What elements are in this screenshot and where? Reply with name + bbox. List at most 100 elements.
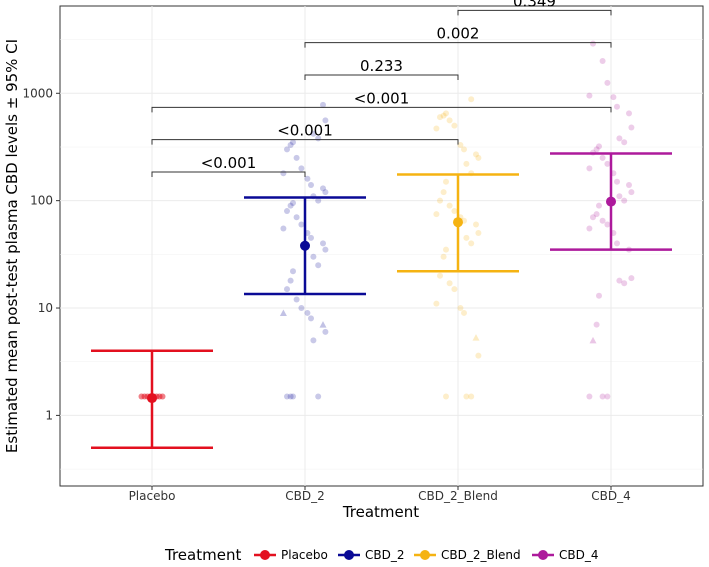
raw-point-CBD_2 — [287, 393, 294, 400]
raw-point-CBD_2_Blend — [475, 352, 482, 359]
raw-point-CBD_2 — [322, 246, 329, 253]
raw-point-CBD_2 — [322, 117, 329, 124]
x-tick-label: Placebo — [129, 489, 176, 503]
p-value-CBD_2-CBD_4: 0.002 — [437, 25, 480, 43]
panel-border — [59, 5, 704, 487]
legend-title: Treatment — [164, 546, 241, 564]
raw-point-CBD_2_Blend — [443, 178, 449, 185]
legend-label-CBD_2: CBD_2 — [365, 548, 405, 562]
raw-point-CBD_4 — [593, 211, 600, 218]
error-bars — [91, 152, 672, 449]
raw-point-CBD_2_Blend — [468, 393, 475, 400]
x-axis-title: Treatment — [342, 503, 419, 521]
raw-point-CBD_2 — [279, 309, 287, 316]
raw-point-Placebo — [138, 393, 145, 400]
legend: Treatment Placebo CBD_2 CBD_2_Blend CBD_4 — [164, 546, 599, 564]
bracket-CBD_2_Blend-CBD_4 — [457, 9, 612, 16]
raw-point-Placebo — [159, 393, 166, 400]
raw-point-CBD_2_Blend — [437, 114, 443, 121]
raw-point-CBD_2_Blend — [437, 197, 443, 204]
legend-key-point-CBD_2_Blend — [420, 550, 430, 560]
raw-point-CBD_4 — [621, 197, 628, 204]
raw-point-CBD_2 — [320, 240, 326, 247]
raw-point-CBD_4 — [599, 217, 606, 224]
raw-point-CBD_2_Blend — [433, 300, 440, 307]
raw-point-CBD_2 — [315, 262, 322, 269]
raw-point-CBD_4 — [614, 178, 620, 185]
y-tick-label: 1000 — [22, 86, 53, 100]
bracket-Placebo-CBD_4 — [151, 106, 612, 113]
legend-label-CBD_2_Blend: CBD_2_Blend — [441, 548, 521, 562]
bracket-CBD_2-CBD_4 — [304, 42, 612, 48]
raw-point-CBD_2_Blend — [473, 151, 479, 158]
raw-point-CBD_2 — [319, 321, 327, 328]
raw-point-CBD_2 — [284, 146, 290, 153]
raw-point-Placebo — [159, 393, 166, 400]
mean-point-Placebo — [147, 393, 157, 404]
raw-point-CBD_2_Blend — [440, 189, 447, 196]
raw-point-CBD_2 — [293, 296, 300, 303]
raw-point-CBD_2_Blend — [446, 117, 453, 124]
raw-point-CBD_4 — [593, 146, 600, 153]
raw-point-CBD_4 — [604, 79, 611, 86]
raw-point-CBD_2_Blend — [463, 393, 470, 400]
raw-point-CBD_2 — [280, 225, 287, 232]
raw-point-CBD_4 — [616, 277, 623, 284]
raw-point-Placebo — [141, 393, 148, 400]
y-axis-title: Estimated mean post-test plasma CBD leve… — [3, 39, 21, 453]
raw-point-CBD_2_Blend — [451, 286, 458, 293]
raw-point-CBD_4 — [590, 40, 596, 47]
raw-point-CBD_4 — [616, 135, 623, 142]
raw-point-CBD_2_Blend — [472, 334, 480, 341]
raw-point-CBD_4 — [586, 225, 593, 232]
raw-point-CBD_2 — [293, 154, 300, 161]
raw-point-CBD_2_Blend — [433, 211, 440, 218]
raw-point-CBD_2_Blend — [475, 154, 482, 161]
x-tick-label: CBD_4 — [591, 489, 631, 503]
raw-point-CBD_2 — [290, 200, 296, 207]
p-value-Placebo-CBD_4: <0.001 — [354, 89, 410, 107]
raw-point-CBD_4 — [589, 336, 597, 344]
mean-point-CBD_4 — [606, 196, 616, 207]
bracket-Placebo-CBD_2 — [151, 171, 306, 177]
raw-point-CBD_2 — [320, 101, 326, 108]
raw-point-CBD_2 — [310, 253, 317, 260]
raw-point-CBD_2 — [284, 393, 290, 400]
y-tick-label: 10 — [38, 301, 53, 315]
raw-point-CBD_2 — [310, 337, 317, 344]
raw-point-CBD_2 — [290, 393, 296, 400]
raw-point-CBD_2 — [298, 165, 305, 172]
raw-point-CBD_4 — [586, 92, 593, 99]
y-axis: 1 10 100 1000 — [22, 86, 60, 422]
raw-point-CBD_2_Blend — [473, 221, 479, 228]
raw-point-CBD_4 — [596, 143, 602, 150]
raw-point-Placebo — [138, 393, 145, 400]
raw-point-CBD_4 — [586, 165, 593, 172]
raw-point-CBD_4 — [621, 139, 628, 146]
mean-point-CBD_2 — [300, 240, 310, 251]
raw-point-CBD_2_Blend — [446, 202, 453, 209]
p-value-Placebo-CBD_2: <0.001 — [201, 154, 257, 172]
raw-point-CBD_4 — [610, 94, 617, 101]
raw-point-CBD_4 — [628, 124, 635, 131]
raw-point-CBD_4 — [604, 160, 611, 167]
raw-point-CBD_2 — [315, 197, 322, 204]
raw-point-CBD_2 — [284, 208, 290, 215]
raw-point-CBD_4 — [614, 103, 620, 110]
raw-point-CBD_2_Blend — [443, 393, 449, 400]
raw-point-CBD_2 — [308, 315, 314, 322]
raw-point-CBD_2_Blend — [461, 146, 467, 153]
raw-point-CBD_2 — [287, 202, 294, 209]
p-value-CBD_2-CBD_2_Blend: 0.233 — [360, 57, 403, 75]
legend-key-point-Placebo — [260, 550, 270, 560]
raw-point-CBD_2 — [298, 305, 305, 312]
raw-point-CBD_4 — [599, 57, 606, 64]
raw-point-Placebo — [156, 393, 163, 400]
raw-point-CBD_2_Blend — [451, 122, 458, 129]
bracket-Placebo-CBD_2_Blend — [151, 139, 459, 145]
raw-point-CBD_2 — [320, 185, 326, 192]
x-tick-label: CBD_2 — [285, 489, 325, 503]
raw-point-CBD_2_Blend — [463, 160, 470, 167]
raw-point-CBD_2 — [290, 268, 296, 275]
raw-point-CBD_2_Blend — [457, 305, 464, 312]
